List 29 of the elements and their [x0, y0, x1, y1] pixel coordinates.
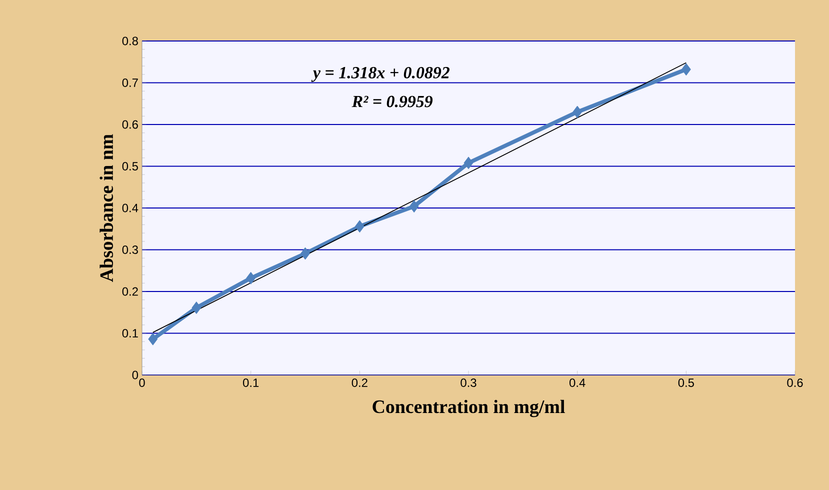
y-tick-label: 0.4 — [122, 204, 138, 212]
point — [148, 332, 158, 346]
point — [354, 220, 364, 233]
annotation: R² = 0.9959 — [352, 96, 433, 108]
point — [192, 302, 202, 314]
point — [409, 200, 419, 213]
x-tick-label: 0.4 — [569, 378, 586, 387]
x-tick-label: 0.3 — [460, 378, 476, 387]
y-tick-label: 0.3 — [122, 246, 138, 254]
y-tick-label: 0.8 — [122, 36, 138, 46]
x-tick-label: 0 — [139, 378, 145, 387]
point — [464, 156, 474, 170]
x-axis-title: Concentration in mg/ml — [372, 400, 565, 418]
point — [681, 63, 691, 76]
annotation: y = 1.318x + 0.0892 — [311, 66, 450, 82]
x-tick-label: 0.2 — [352, 378, 368, 387]
y-axis-title: Absorbance in nm — [100, 134, 114, 282]
y-tick-label: 0.7 — [122, 78, 138, 87]
x-tick-label: 0.1 — [242, 378, 259, 387]
y-tick-label: 0.5 — [122, 162, 138, 170]
y-tick-label: 0.6 — [122, 120, 138, 129]
point — [300, 247, 310, 260]
y-tick-label: 0.2 — [122, 287, 138, 296]
point — [246, 272, 256, 284]
point — [572, 106, 582, 118]
y-tick-label: 0 — [132, 370, 138, 380]
x-tick-label: 0.6 — [787, 378, 803, 387]
y-tick-label: 0.1 — [122, 329, 138, 338]
x-tick-label: 0.5 — [678, 378, 694, 387]
